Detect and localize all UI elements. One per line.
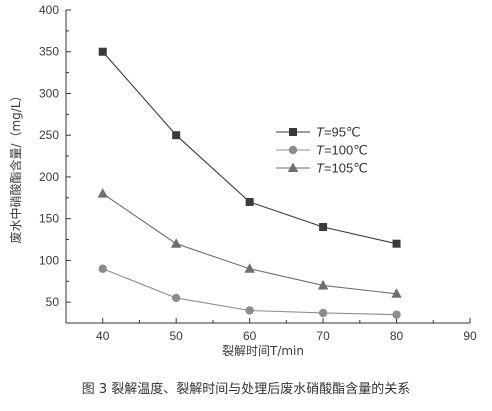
series-layer: [97, 47, 402, 319]
legend-marker: [289, 128, 297, 136]
data-point: [392, 239, 401, 248]
x-tick-label: 70: [316, 329, 330, 343]
legend-label-var: T: [316, 161, 325, 176]
data-point: [98, 264, 107, 273]
data-point: [97, 188, 108, 198]
axes: 50 100 150 200 250 300 350 400 40 50 60 70 80 90 裂解时间T…: [8, 3, 477, 358]
y-tick-label: 400: [39, 3, 59, 17]
legend-label-var: T: [316, 125, 325, 140]
y-tick-label: 350: [39, 45, 59, 59]
x-tick-label: 60: [243, 329, 257, 343]
legend-marker: [288, 145, 298, 155]
legend: T=95℃T=100℃T=105℃: [276, 125, 368, 176]
data-point: [319, 223, 328, 232]
x-tick-label: 40: [96, 329, 110, 343]
series-line: [102, 193, 397, 295]
data-point: [391, 288, 402, 298]
legend-label-rest: =105℃: [324, 161, 368, 176]
data-point: [171, 293, 181, 303]
series-2: [98, 264, 401, 319]
data-point: [245, 197, 254, 206]
x-tick-label: 90: [463, 329, 477, 343]
series-1: [98, 47, 401, 248]
y-tick-label: 50: [46, 295, 60, 309]
legend-marker: [287, 162, 299, 172]
legend-label: T=105℃: [316, 161, 368, 176]
figure-caption: 图 3 裂解温度、裂解时间与处理后废水硝酸酯含量的关系: [81, 382, 411, 397]
x-tick-label: 80: [390, 329, 404, 343]
data-point: [392, 310, 401, 319]
data-point: [318, 308, 328, 318]
data-point: [98, 47, 107, 56]
y-axis-title: 废水中硝酸酯含量/（mg/L）: [8, 89, 23, 243]
series-3: [97, 188, 402, 298]
line-chart: 50 100 150 200 250 300 350 400 40 50 60 70 80 90 裂解时间T…: [8, 3, 477, 358]
legend-label-rest: =95℃: [324, 125, 361, 140]
data-point: [244, 263, 255, 273]
legend-label-rest: =100℃: [324, 143, 368, 158]
y-tick-label: 150: [39, 212, 59, 226]
data-point: [245, 306, 254, 315]
y-tick-label: 250: [39, 128, 59, 142]
x-tick-label: 50: [170, 329, 184, 343]
legend-label-var: T: [316, 143, 325, 158]
legend-label: T=100℃: [316, 143, 368, 158]
data-point: [317, 279, 329, 290]
y-tick-label: 300: [39, 86, 59, 100]
x-axis-title: 裂解时间T/min: [222, 344, 304, 358]
data-point: [172, 131, 181, 140]
y-tick-label: 200: [39, 170, 59, 184]
legend-label: T=95℃: [316, 125, 361, 140]
y-tick-label: 100: [39, 253, 59, 267]
data-point: [170, 238, 182, 248]
